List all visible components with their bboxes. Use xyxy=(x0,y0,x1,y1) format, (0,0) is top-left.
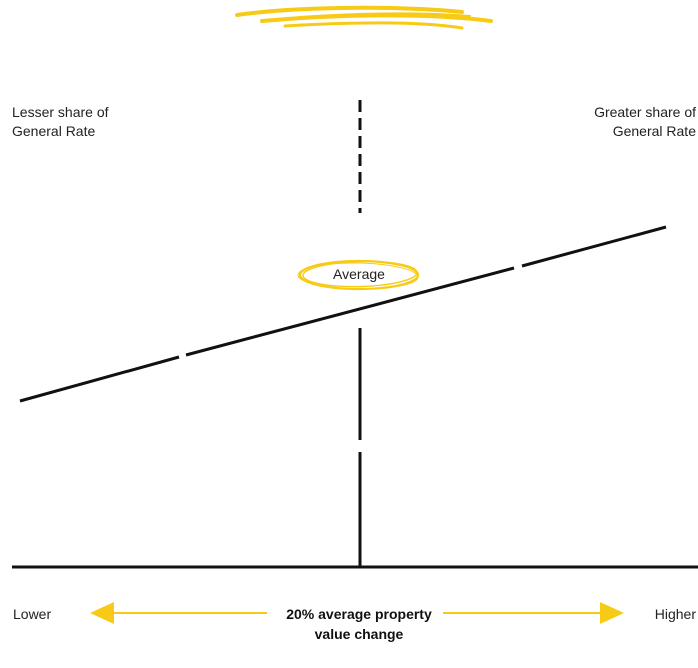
average-label: Average xyxy=(333,266,385,282)
higher-label: Higher xyxy=(654,606,696,622)
scribble-decoration xyxy=(235,5,493,30)
rate-line xyxy=(19,225,667,403)
greater-share-label: Greater share of General Rate xyxy=(566,103,696,141)
average-ellipse xyxy=(297,259,420,291)
right-arrow-icon xyxy=(443,602,624,624)
lower-label: Lower xyxy=(13,606,52,622)
greater-share-text: Greater share of General Rate xyxy=(594,104,696,139)
center-change-label: 20% average property value change xyxy=(286,606,432,642)
left-arrow-icon xyxy=(90,602,267,624)
lesser-share-label: Lesser share of General Rate xyxy=(12,103,142,141)
lesser-share-text: Lesser share of General Rate xyxy=(12,104,109,139)
